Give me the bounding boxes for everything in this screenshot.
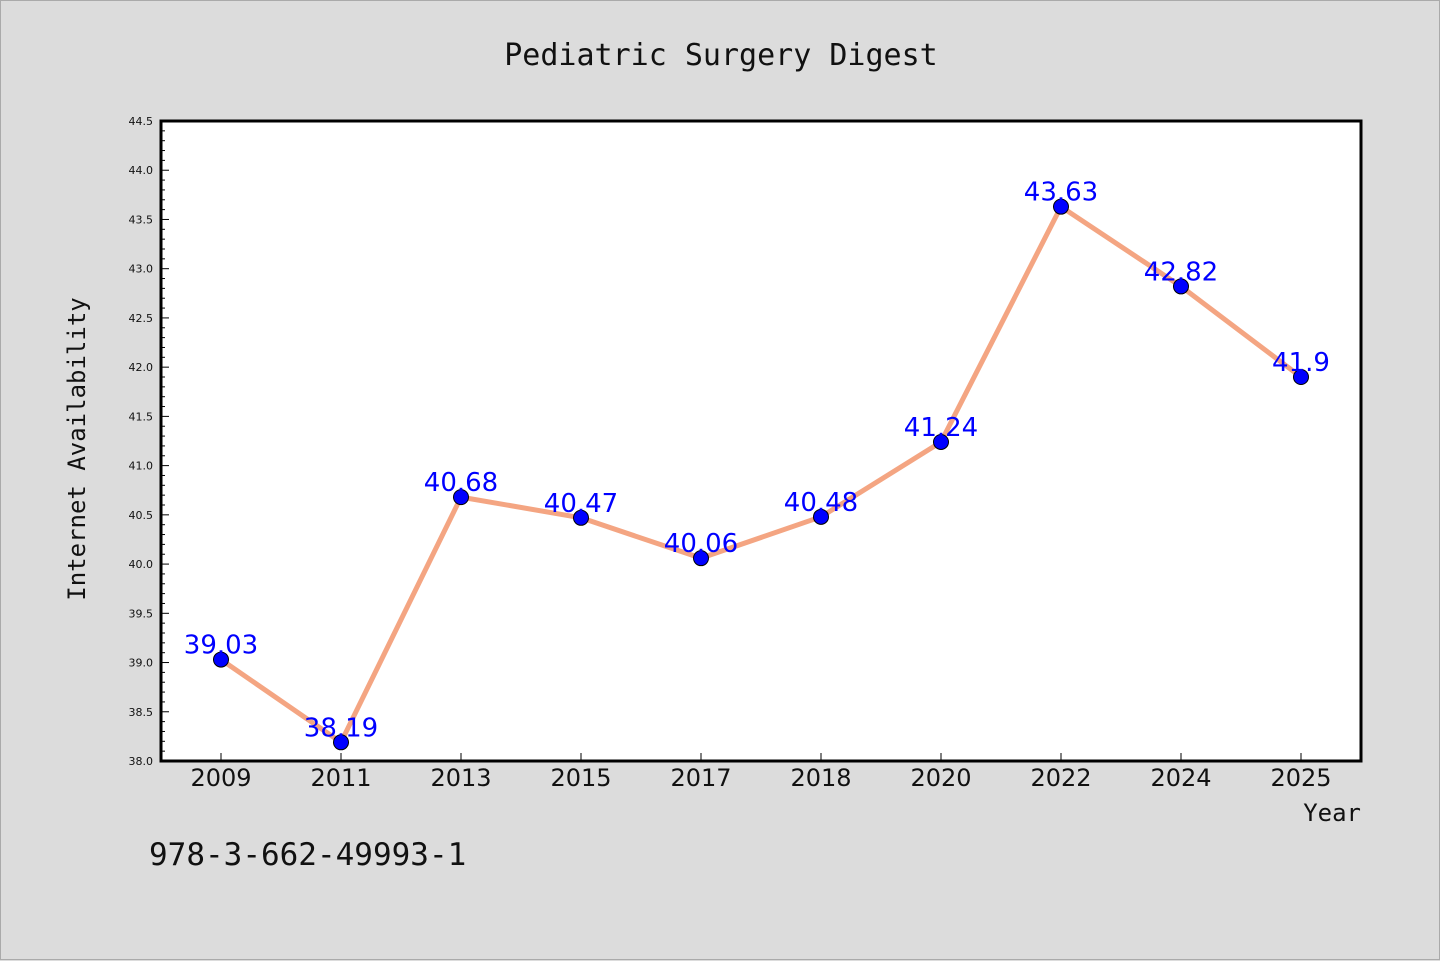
data-label: 42.82	[1144, 257, 1218, 287]
data-label: 41.9	[1272, 348, 1330, 378]
y-tick-label: 43.5	[129, 213, 154, 226]
x-tick-label: 2024	[1150, 764, 1211, 792]
data-label: 40.48	[784, 488, 858, 518]
y-tick-label: 42.0	[129, 361, 154, 374]
x-tick-label: 2022	[1030, 764, 1091, 792]
chart-title: Pediatric Surgery Digest	[504, 38, 937, 73]
plot-area: 38.0 38.5 39.0 39.5 40.0 40.5 41.0 41.5 42.0 42.5…	[129, 115, 1363, 792]
x-tick-label: 2025	[1270, 764, 1331, 792]
data-label: 40.47	[544, 489, 618, 519]
data-point	[1173, 278, 1189, 295]
plot-frame	[159, 119, 1363, 763]
x-tick-label: 2009	[190, 764, 251, 792]
y-tick-label: 40.5	[129, 509, 154, 522]
x-axis-label: Year	[1303, 799, 1361, 827]
x-tick-label: 2018	[790, 764, 851, 792]
y-axis-label: Internet Availability	[63, 297, 91, 600]
y-tick-label: 44.0	[129, 164, 154, 177]
x-tick-label: 2013	[430, 764, 491, 792]
y-tick-label: 39.5	[129, 607, 154, 620]
data-label: 38.19	[304, 713, 378, 743]
y-tick-label: 43.0	[129, 263, 154, 276]
y-tick-label: 38.5	[129, 706, 154, 719]
data-label: 40.06	[664, 529, 738, 559]
x-tick-label: 2017	[670, 764, 731, 792]
data-point	[213, 651, 229, 668]
data-point	[333, 734, 349, 751]
x-tick-label: 2011	[310, 764, 371, 792]
data-label: 41.24	[904, 413, 978, 443]
x-tick-label: 2015	[550, 764, 611, 792]
data-point	[1053, 198, 1069, 215]
data-point	[693, 550, 709, 567]
series-line	[218, 204, 1304, 745]
data-point	[453, 489, 469, 506]
y-tick-label: 42.5	[129, 312, 154, 325]
data-point	[1293, 369, 1309, 385]
y-tick-label: 41.0	[129, 460, 154, 473]
data-label: 40.68	[424, 468, 498, 498]
data-label: 39.03	[184, 631, 258, 661]
y-tick-label: 44.5	[129, 115, 154, 128]
data-point	[573, 509, 589, 526]
data-point	[933, 433, 949, 450]
data-point	[813, 508, 829, 525]
y-tick-label: 40.0	[129, 558, 154, 571]
y-tick-label: 41.5	[129, 410, 154, 423]
isbn-footer: 978-3-662-49993-1	[149, 837, 466, 873]
y-tick-label: 39.0	[129, 657, 154, 670]
x-tick-label: 2020	[910, 764, 971, 792]
data-label: 43.63	[1024, 178, 1098, 208]
y-tick-label: 38.0	[129, 755, 154, 768]
